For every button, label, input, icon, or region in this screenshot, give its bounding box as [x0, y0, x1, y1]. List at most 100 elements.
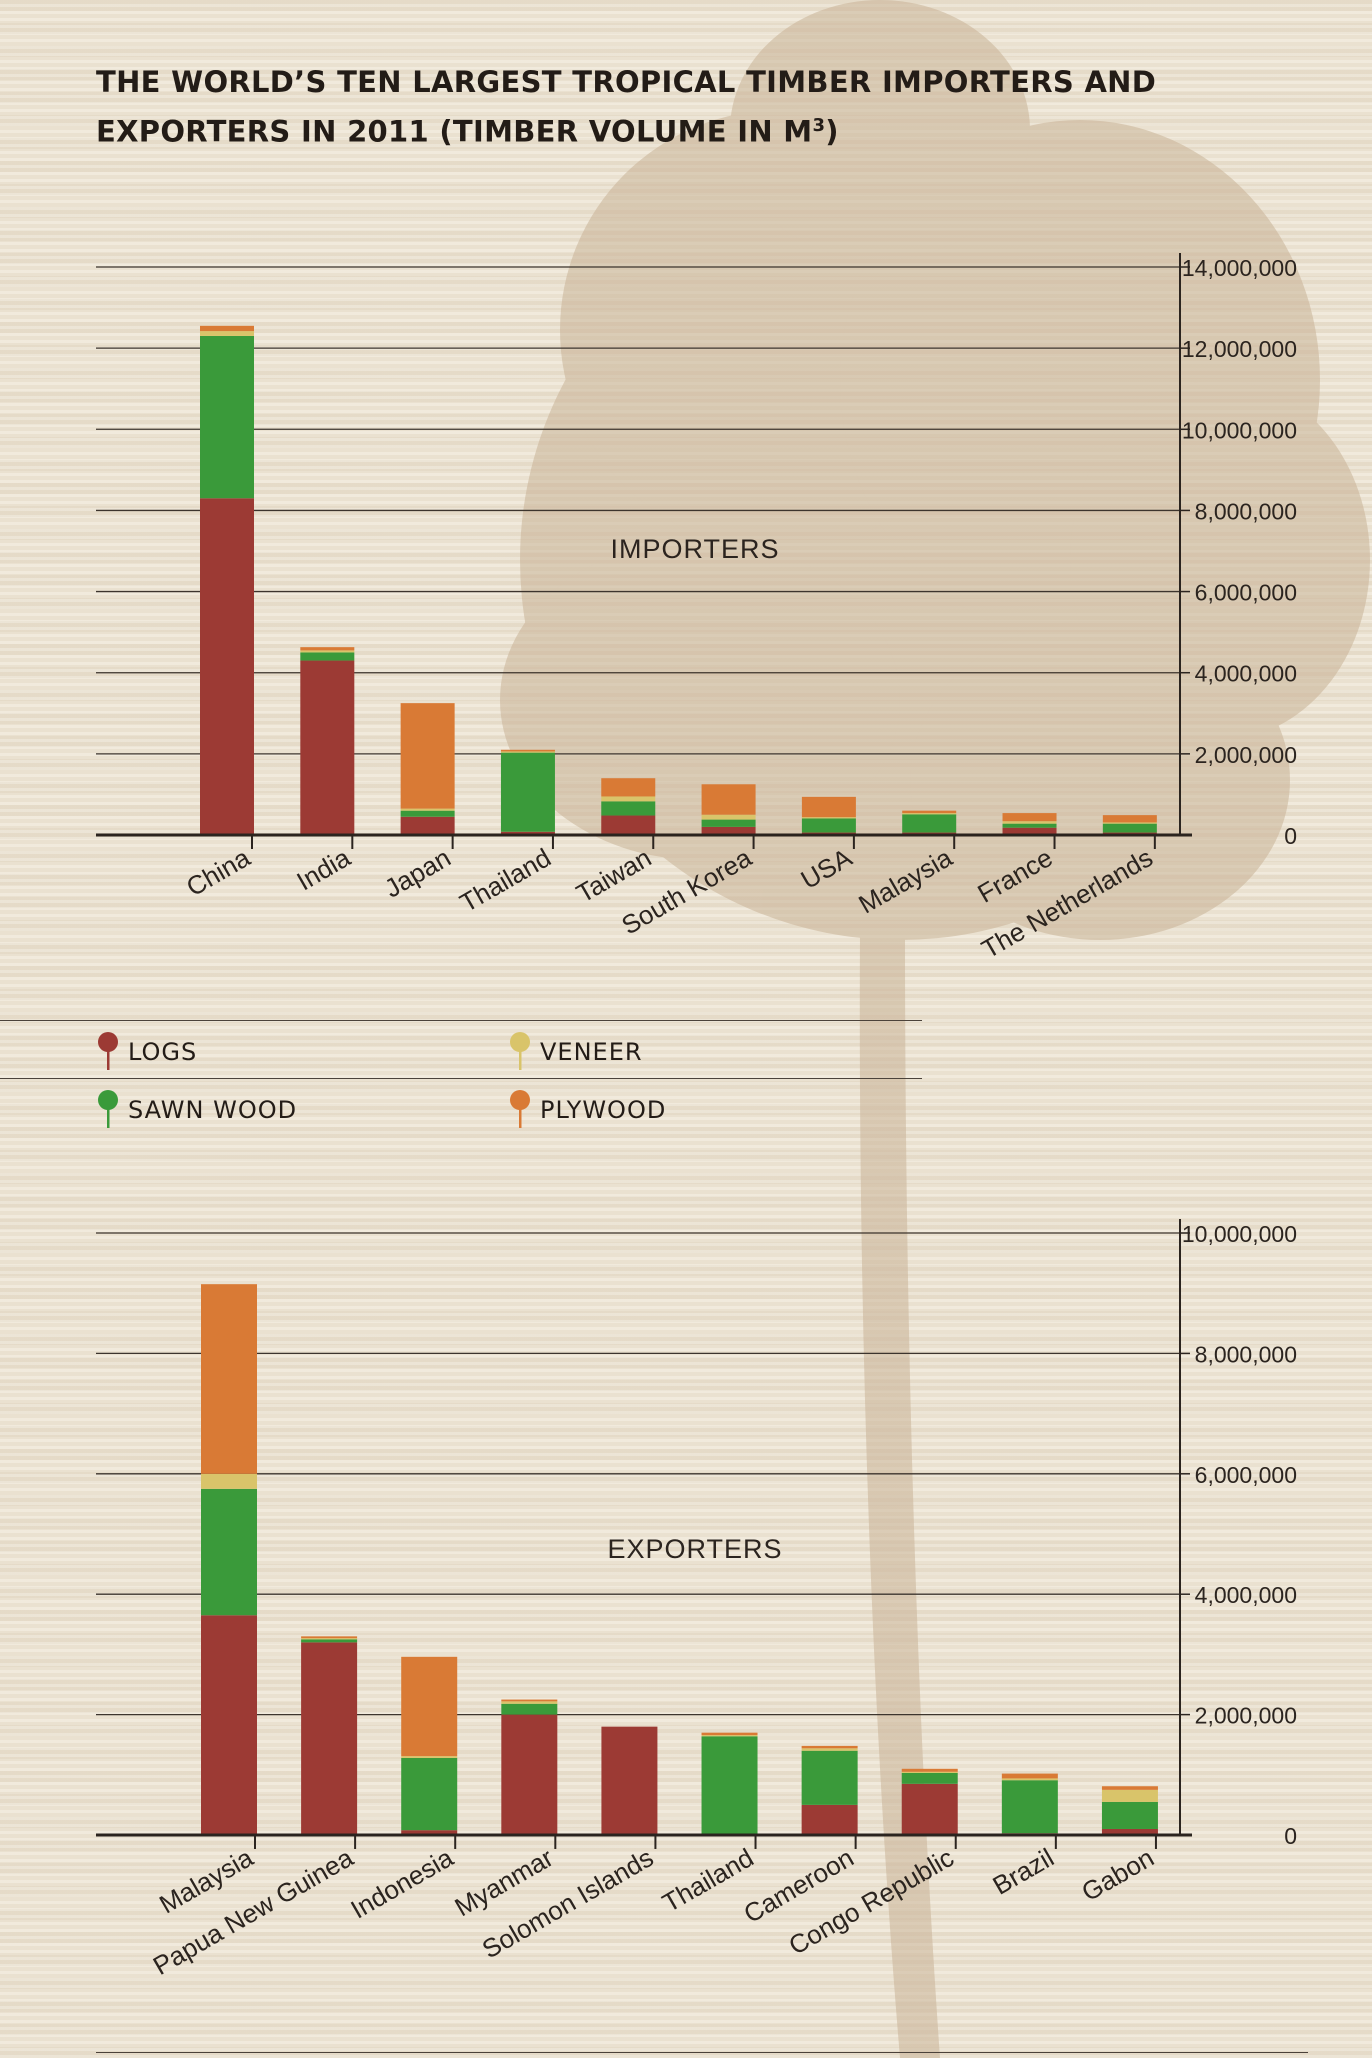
y-tick-label: 10,000,000	[1182, 417, 1297, 443]
bar-sawn-wood	[701, 1736, 758, 1834]
bar-plywood	[801, 796, 856, 818]
bar-plywood	[801, 1745, 858, 1749]
bar-plywood	[400, 703, 455, 809]
x-tick-label: USA	[796, 842, 858, 895]
bar-sawn-wood	[1001, 1780, 1058, 1834]
bar-sawn-wood	[401, 1757, 458, 1831]
y-tick-label: 6,000,000	[1195, 1462, 1297, 1488]
bar-plywood	[301, 1636, 358, 1639]
chart-label: EXPORTERS	[607, 1534, 782, 1564]
exporters-chart: 0 2,000,000 4,000,000 6,000,000 8,000,000 10,…	[96, 1219, 1297, 1981]
bar-sawn-wood	[901, 1772, 958, 1784]
bar-plywood	[1102, 815, 1157, 823]
bar-veneer	[701, 814, 756, 820]
bar-veneer	[701, 1735, 758, 1737]
bar-sawn-wood	[500, 752, 555, 832]
bar-plywood	[701, 784, 756, 815]
bar-veneer	[1101, 1789, 1158, 1802]
y-tick-label: 10,000,000	[1182, 1221, 1297, 1247]
bar-logs	[601, 815, 656, 835]
bar-logs	[901, 1783, 958, 1835]
x-tick-label: Brazil	[988, 1842, 1059, 1900]
bar-logs	[601, 1726, 658, 1835]
tree-icon	[510, 1032, 530, 1070]
chart-label: IMPORTERS	[610, 534, 779, 564]
bar-veneer	[801, 1748, 858, 1751]
bar-veneer	[1002, 821, 1057, 824]
y-tick-label: 8,000,000	[1195, 498, 1297, 524]
y-tick-label: 14,000,000	[1182, 255, 1297, 281]
bar-sawn-wood	[902, 814, 957, 833]
x-tick-label: Gabon	[1076, 1842, 1159, 1907]
bar-plywood	[201, 1284, 257, 1474]
bar-veneer	[1102, 822, 1157, 824]
x-tick-label: Malaysia	[853, 842, 957, 920]
x-tick-label: Indonesia	[346, 1842, 459, 1925]
x-tick-label: Japan	[379, 842, 455, 903]
tree-icon	[98, 1032, 118, 1070]
bar-logs	[301, 1642, 358, 1835]
bar-logs	[1002, 827, 1057, 835]
y-tick-label: 6,000,000	[1195, 580, 1297, 606]
tree-icon	[510, 1090, 530, 1128]
x-tick-label: The Netherlands	[976, 842, 1157, 964]
legend-item-plywood: PLYWOOD	[508, 1088, 666, 1132]
bar-veneer	[500, 751, 555, 753]
bar-sawn-wood	[801, 818, 856, 833]
bar-veneer	[300, 650, 355, 653]
bar-plywood	[601, 778, 656, 797]
legend-item-veneer: VENEER	[508, 1030, 643, 1074]
y-tick-label: 2,000,000	[1195, 742, 1297, 768]
y-tick-label: 4,000,000	[1195, 661, 1297, 687]
x-tick-label: India	[291, 842, 355, 896]
y-tick-label: 2,000,000	[1195, 1703, 1297, 1729]
x-tick-label: Thailand	[455, 842, 556, 918]
bar-logs	[701, 826, 756, 835]
bar-logs	[500, 831, 555, 835]
tree-icon	[98, 1090, 118, 1128]
y-tick-label: 8,000,000	[1195, 1341, 1297, 1367]
bar-veneer	[901, 1771, 958, 1773]
y-tick-label: 4,000,000	[1195, 1582, 1297, 1608]
bar-sawn-wood	[201, 1488, 257, 1616]
bar-plywood	[701, 1732, 758, 1736]
bar-sawn-wood	[701, 819, 756, 827]
bar-plywood	[1002, 813, 1057, 822]
bar-plywood	[200, 325, 254, 332]
bar-sawn-wood	[801, 1750, 858, 1805]
bar-plywood	[1001, 1773, 1058, 1779]
legend: LOGS SAWN WOOD VENEER PLYWOOD	[0, 1010, 930, 1150]
bar-logs	[801, 1804, 858, 1835]
bar-logs	[1101, 1828, 1158, 1835]
bar-veneer	[801, 817, 856, 819]
bar-logs	[400, 816, 455, 835]
bar-veneer	[200, 331, 254, 336]
bar-veneer	[301, 1638, 358, 1640]
bar-sawn-wood	[1002, 823, 1057, 828]
bar-plywood	[401, 1656, 458, 1757]
bar-sawn-wood	[200, 335, 254, 499]
x-tick-label: Congo Republic	[784, 1842, 959, 1960]
bar-veneer	[401, 1756, 458, 1758]
x-tick-label: China	[181, 842, 255, 902]
legend-item-sawn-wood: SAWN WOOD	[96, 1088, 297, 1132]
bar-logs	[401, 1830, 458, 1835]
bar-plywood	[1101, 1786, 1158, 1790]
bar-logs	[501, 1714, 558, 1835]
bar-veneer	[400, 808, 455, 811]
bar-plywood	[500, 749, 555, 752]
bar-sawn-wood	[400, 810, 455, 817]
bar-sawn-wood	[1102, 823, 1157, 833]
bar-veneer	[201, 1473, 257, 1489]
bar-veneer	[902, 813, 957, 815]
bar-logs	[201, 1615, 257, 1835]
bar-logs	[300, 660, 355, 835]
bar-veneer	[601, 796, 656, 802]
bar-sawn-wood	[300, 652, 355, 661]
y-tick-label: 0	[1284, 823, 1297, 849]
bar-plywood	[501, 1699, 558, 1702]
bar-logs	[200, 498, 254, 835]
bar-plywood	[901, 1768, 958, 1772]
bar-sawn-wood	[501, 1703, 558, 1715]
bar-veneer	[1001, 1778, 1058, 1781]
